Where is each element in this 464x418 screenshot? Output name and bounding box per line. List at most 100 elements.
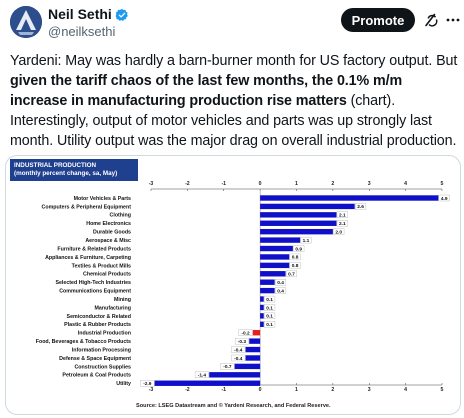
category-label: Motor Vehicles & Parts bbox=[74, 196, 131, 202]
data-label-box bbox=[333, 228, 345, 235]
data-label: -0.4 bbox=[234, 356, 243, 362]
data-label: 0.1 bbox=[266, 297, 273, 303]
category-label: Semiconductor & Related bbox=[67, 314, 131, 320]
bar bbox=[260, 212, 337, 218]
x-tick-label-bottom: 1 bbox=[295, 387, 298, 393]
category-label: Clothing bbox=[110, 213, 131, 219]
author-name-row: Neil Sethi bbox=[48, 6, 129, 23]
category-label: Petroleum & Coal Products bbox=[62, 373, 131, 379]
author-display-name[interactable]: Neil Sethi bbox=[48, 6, 112, 22]
bar bbox=[154, 380, 261, 386]
data-label-box bbox=[285, 270, 297, 277]
data-label: -0.2 bbox=[241, 331, 250, 337]
category-label: Durable Goods bbox=[93, 230, 131, 236]
bar bbox=[260, 262, 290, 269]
category-label: Selected High-Tech Industries bbox=[55, 280, 131, 286]
data-label-box bbox=[275, 287, 287, 294]
data-label: 0.1 bbox=[266, 322, 273, 328]
bar bbox=[260, 254, 290, 260]
grok-icon[interactable] bbox=[423, 12, 439, 28]
category-label: Home Electronics bbox=[86, 221, 131, 227]
bar bbox=[260, 245, 293, 252]
chart-title-box: INDUSTRIAL PRODUCTION (monthly percent c… bbox=[10, 159, 138, 181]
verified-badge-icon bbox=[115, 8, 129, 22]
category-label: Mining bbox=[114, 297, 131, 303]
tweet-header: Neil Sethi @neilksethi Promote bbox=[0, 0, 464, 50]
bar bbox=[245, 355, 261, 361]
chart-title-line1: INDUSTRIAL PRODUCTION bbox=[14, 162, 97, 169]
data-label-box bbox=[264, 304, 276, 311]
x-tick-label-top: 0 bbox=[259, 181, 262, 187]
data-label: 4.9 bbox=[441, 196, 448, 202]
category-label: Textiles & Product Mills bbox=[72, 263, 131, 269]
bar bbox=[245, 346, 261, 353]
more-icon[interactable] bbox=[445, 12, 461, 28]
x-tick-label-top: 2 bbox=[331, 181, 334, 187]
data-label: 2.1 bbox=[339, 221, 346, 227]
category-label: Utility bbox=[116, 381, 131, 387]
category-label: Food, Beverages & Tobacco Products bbox=[36, 339, 131, 345]
data-label: 0.1 bbox=[266, 314, 273, 320]
x-tick-label-bottom: 5 bbox=[441, 387, 444, 393]
bar bbox=[260, 195, 439, 201]
category-label: Industrial Production bbox=[78, 331, 131, 337]
data-label-box bbox=[275, 279, 287, 286]
data-label: -0.3 bbox=[238, 339, 247, 345]
x-tick-label-bottom: 3 bbox=[368, 387, 371, 393]
data-label-box bbox=[220, 363, 235, 370]
data-label-box bbox=[238, 329, 253, 336]
data-label-box bbox=[293, 245, 305, 252]
data-label-box bbox=[355, 203, 367, 210]
data-label: 2.0 bbox=[335, 229, 342, 235]
chart-title-line2: (monthly percent change, sa, May) bbox=[14, 170, 118, 177]
data-label: -0.7 bbox=[223, 364, 232, 370]
data-label-box bbox=[336, 220, 348, 227]
tweet-media-chart[interactable]: -3 -3 -2 -2 -1 -1 0 0 1 1 2 2 3 3 4 4 5 5 Motor Vehicles &… bbox=[5, 155, 461, 415]
data-label: 0.7 bbox=[288, 272, 295, 278]
avatar[interactable] bbox=[10, 6, 42, 38]
data-label: 0.9 bbox=[295, 246, 302, 252]
category-label: Computers & Peripheral Equipment bbox=[42, 204, 132, 210]
data-label-box bbox=[234, 337, 249, 345]
data-label: 0.8 bbox=[292, 263, 299, 269]
tweet-text-part1: Yardeni: May was hardly a barn-burner mo… bbox=[10, 53, 458, 69]
bar bbox=[260, 321, 264, 327]
data-label: 2.1 bbox=[339, 213, 346, 219]
x-tick-label-top: -2 bbox=[185, 181, 190, 187]
promote-button[interactable]: Promote bbox=[341, 8, 415, 32]
data-label-box bbox=[264, 312, 276, 320]
bar bbox=[260, 296, 264, 302]
data-label: -0.4 bbox=[234, 347, 243, 353]
industrial-production-chart: -3 -3 -2 -2 -1 -1 0 0 1 1 2 2 3 3 4 4 5 5 Motor Vehicles &… bbox=[36, 181, 450, 393]
bar bbox=[260, 313, 264, 319]
bar bbox=[260, 304, 264, 311]
bar bbox=[260, 203, 355, 210]
data-label-box bbox=[264, 295, 276, 303]
bar bbox=[209, 372, 261, 378]
category-label: Chemical Products bbox=[83, 272, 131, 278]
data-label: -1.4 bbox=[198, 373, 207, 379]
author-handle[interactable]: @neilksethi bbox=[48, 24, 116, 39]
bar bbox=[260, 279, 275, 285]
data-label: -2.9 bbox=[143, 381, 152, 387]
data-label-box bbox=[264, 321, 276, 328]
bar bbox=[260, 271, 286, 277]
category-label: Information Processing bbox=[72, 347, 131, 353]
data-label-box bbox=[289, 262, 301, 269]
x-tick-label-top: -3 bbox=[149, 181, 154, 187]
x-tick-label-top: 5 bbox=[441, 181, 444, 187]
data-label-box bbox=[336, 211, 348, 218]
data-label-box bbox=[194, 371, 209, 378]
data-label-box bbox=[438, 194, 450, 202]
category-label: Furniture & Related Products bbox=[57, 246, 131, 252]
category-label: Aerospace & Misc bbox=[85, 238, 131, 244]
data-label-box bbox=[140, 380, 155, 387]
bar bbox=[234, 363, 261, 370]
x-tick-label-top: 3 bbox=[368, 181, 371, 187]
chart-source: Source: LSEG Datastream and © Yardeni Re… bbox=[136, 403, 331, 409]
category-label: Manufacturing bbox=[95, 305, 132, 311]
data-label: 0.4 bbox=[277, 280, 284, 286]
x-tick-label-bottom: 0 bbox=[259, 387, 262, 393]
category-label: Appliances & Furniture, Carpeting bbox=[45, 255, 131, 261]
bar bbox=[260, 228, 333, 235]
